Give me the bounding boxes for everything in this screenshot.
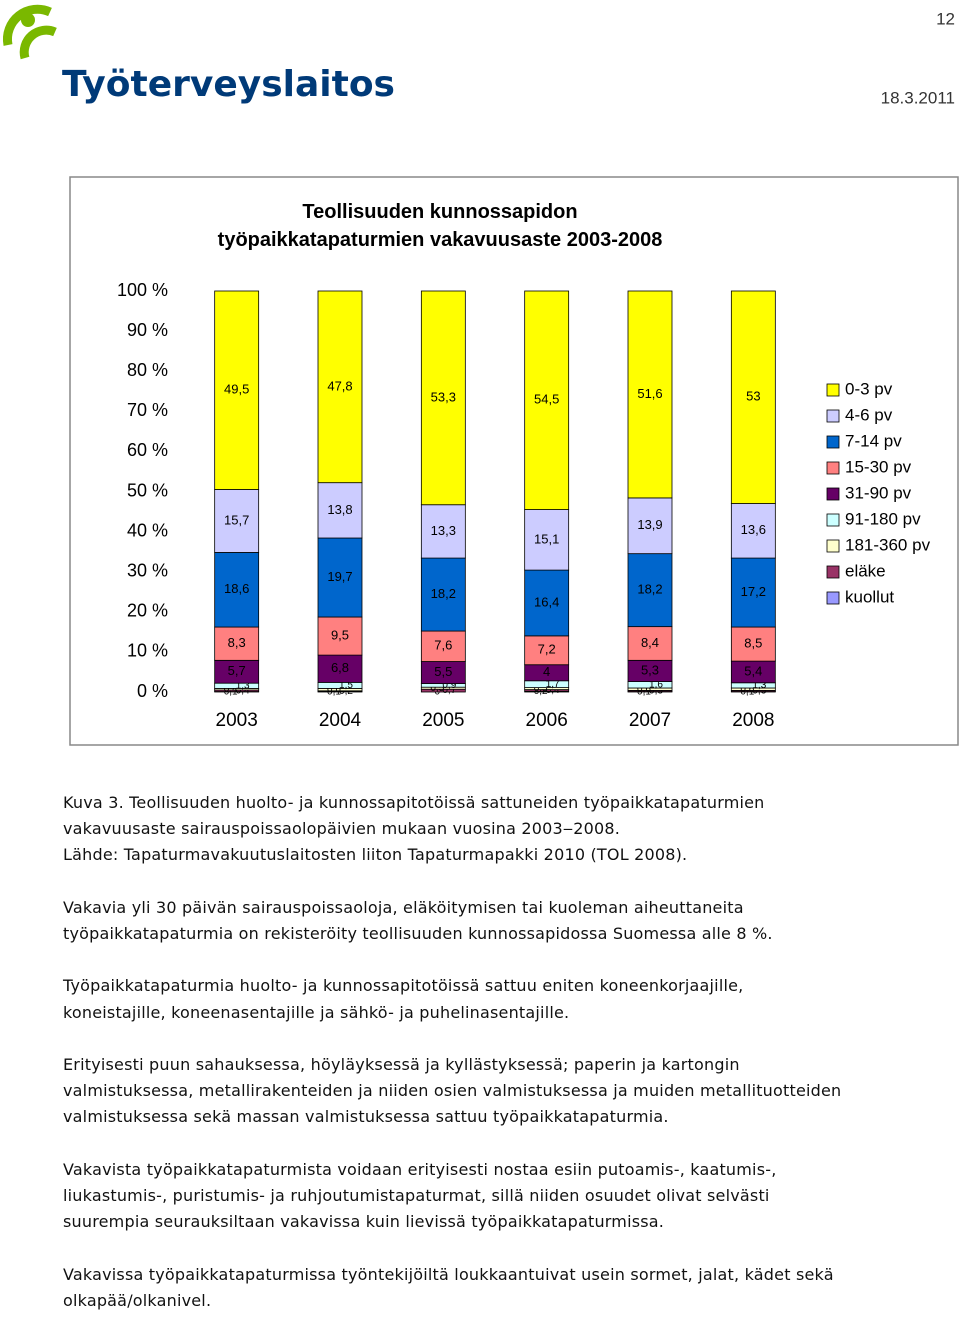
legend-label: eläke (845, 561, 886, 580)
value-label: 5,3 (641, 662, 659, 677)
y-tick-label: 20 % (127, 601, 168, 621)
text-line: valmistuksessa sekä massan valmistuksess… (63, 1104, 953, 1130)
date: 18.3.2011 (881, 88, 955, 107)
x-tick-label: 2008 (732, 710, 774, 731)
y-tick-label: 90 % (127, 320, 168, 340)
paragraph: Vakavissa työpaikkatapaturmissa työnteki… (63, 1262, 953, 1314)
text-line: Vakavista työpaikkatapaturmista voidaan … (63, 1157, 953, 1183)
legend-swatch (827, 384, 839, 396)
value-label: 5,7 (228, 663, 246, 678)
legend-label: 181-360 pv (845, 535, 931, 554)
value-label: 5,4 (744, 663, 762, 678)
legend-swatch (827, 462, 839, 474)
page-number: 12 (936, 9, 955, 28)
x-tick-label: 2005 (422, 710, 464, 731)
value-label: 4 (543, 664, 550, 679)
legend-swatch (827, 514, 839, 526)
value-label: 7,6 (434, 638, 452, 653)
logo-text: Työterveyslaitos (62, 64, 395, 105)
y-tick-label: 10 % (127, 641, 168, 661)
legend-label: 4-6 pv (845, 405, 893, 424)
value-label: 9,5 (331, 627, 349, 642)
text-line: koneistajille, koneenasentajille ja sähk… (63, 1000, 953, 1026)
x-tick-label: 2003 (216, 710, 258, 731)
y-tick-label: 0 % (137, 681, 168, 701)
legend-label: kuollut (845, 587, 894, 606)
x-tick-label: 2006 (526, 710, 568, 731)
value-label: 13,9 (637, 517, 662, 532)
legend-label: 0-3 pv (845, 379, 893, 398)
logo-mark (7, 9, 55, 58)
x-tick-label: 2007 (629, 710, 671, 731)
value-label: 8,3 (228, 635, 246, 650)
plot: 0 % 10 % 20 % 30 % 40 % 50 % 60 % 70 % 80 % 90 % 1… (117, 280, 931, 731)
legend-label: 15-30 pv (845, 457, 912, 476)
legend-label: 7-14 pv (845, 431, 902, 450)
chart-title: Teollisuuden kunnossapidon työpaikkatapa… (200, 198, 680, 254)
y-tick-label: 40 % (127, 520, 168, 540)
y-tick-label: 100 % (117, 280, 168, 300)
text-line: suurempia seurauksiltaan vakavissa kuin … (63, 1209, 953, 1235)
legend-swatch (827, 410, 839, 422)
legend-label: 91-180 pv (845, 509, 921, 528)
logo-arc (24, 30, 55, 58)
value-label: 5,5 (434, 664, 452, 679)
value-label: 53,3 (431, 389, 456, 404)
text-line: Lähde: Tapaturmavakuutuslaitosten liiton… (63, 842, 953, 868)
value-label: 54,5 (534, 392, 559, 407)
legend-swatch (827, 566, 839, 578)
paragraph: Työpaikkatapaturmia huolto- ja kunnossap… (63, 973, 953, 1025)
page-graphics: Työterveyslaitos 12 18.3.2011 0 % 10 % 20 … (0, 0, 960, 770)
x-tick-label: 2004 (319, 710, 362, 731)
text-line: Vakavissa työpaikkatapaturmissa työnteki… (63, 1262, 953, 1288)
y-tick-label: 80 % (127, 360, 168, 380)
text-line: työpaikkatapaturmia on rekisteröity teol… (63, 921, 953, 947)
y-tick-label: 70 % (127, 400, 168, 420)
legend-swatch (827, 592, 839, 604)
paragraph: Vakavia yli 30 päivän sairauspoissaoloja… (63, 895, 953, 947)
legend-label: 31-90 pv (845, 483, 912, 502)
page: {"header": {"page_number": "12", "logo":… (0, 0, 960, 1311)
text-line: valmistuksessa, metallirakenteiden ja ni… (63, 1078, 953, 1104)
text-line: Kuva 3. Teollisuuden huolto- ja kunnossa… (63, 790, 953, 816)
value-label: 19,7 (327, 569, 352, 584)
value-label: 18,6 (224, 581, 249, 596)
value-label: 16,4 (534, 594, 559, 609)
body-text: Kuva 3. Teollisuuden huolto- ja kunnossa… (63, 790, 953, 1340)
value-label: 8,5 (744, 636, 762, 651)
value-label: 7,2 (538, 642, 556, 657)
legend-swatch (827, 436, 839, 448)
value-label: 6,8 (331, 660, 349, 675)
value-label: 51,6 (637, 386, 662, 401)
y-tick-label: 50 % (127, 480, 168, 500)
text-line: vakavuusaste sairauspoissaolopäivien muk… (63, 816, 953, 842)
legend-swatch (827, 540, 839, 552)
value-label: 47,8 (327, 378, 352, 393)
value-label: 17,2 (741, 584, 766, 599)
text-line: Erityisesti puun sahauksessa, höyläykses… (63, 1052, 953, 1078)
value-label: 13,3 (431, 523, 456, 538)
value-label: 13,8 (327, 502, 352, 517)
value-label: 53 (746, 389, 760, 404)
logo-dot (21, 13, 35, 27)
value-label: 18,2 (431, 586, 456, 601)
paragraph: Erityisesti puun sahauksessa, höyläykses… (63, 1052, 953, 1131)
value-label: 18,2 (637, 582, 662, 597)
text-line: Vakavia yli 30 päivän sairauspoissaoloja… (63, 895, 953, 921)
value-label: 15,7 (224, 512, 249, 527)
value-label: 49,5 (224, 382, 249, 397)
value-label: 13,6 (741, 522, 766, 537)
text-line: olkapää/olkanivel. (63, 1288, 953, 1314)
legend-swatch (827, 488, 839, 500)
paragraph: Kuva 3. Teollisuuden huolto- ja kunnossa… (63, 790, 953, 869)
text-line: liukastumis-, puristumis- ja ruhjoutumis… (63, 1183, 953, 1209)
y-tick-label: 60 % (127, 440, 168, 460)
value-label: 8,4 (641, 635, 659, 650)
text-line: Työpaikkatapaturmia huolto- ja kunnossap… (63, 973, 953, 999)
paragraph: Vakavista työpaikkatapaturmista voidaan … (63, 1157, 953, 1236)
chart-frame (70, 177, 958, 745)
y-tick-label: 30 % (127, 560, 168, 580)
value-label: 15,1 (534, 531, 559, 546)
